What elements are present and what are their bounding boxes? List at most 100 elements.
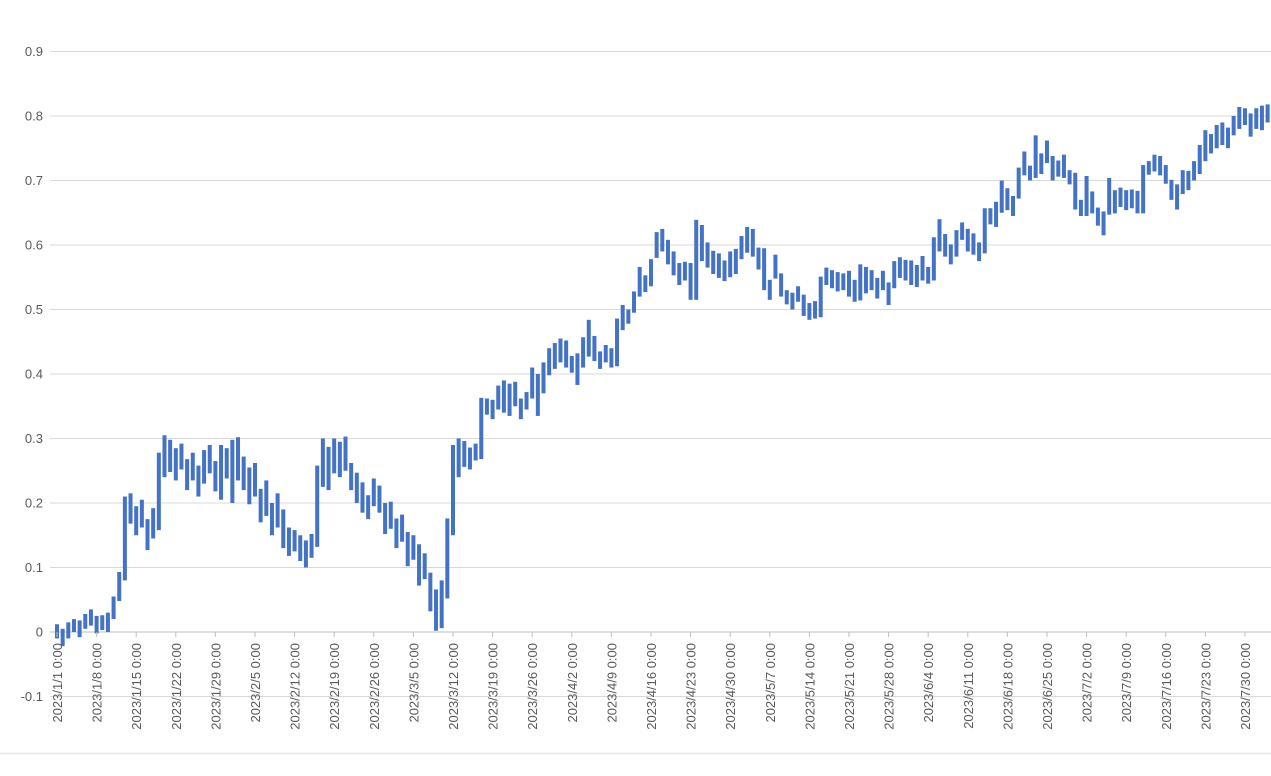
range-bar [965, 228, 970, 252]
range-bar [134, 506, 139, 536]
x-axis-tick-label: 2023/5/28 0:00 [882, 643, 897, 730]
range-bar [298, 535, 303, 562]
y-axis-tick-label: 0.4 [25, 367, 43, 382]
range-bar [207, 444, 212, 474]
range-bar [1192, 161, 1197, 181]
range-bar [417, 544, 422, 586]
x-axis-tick-label: 2023/1/22 0:00 [169, 643, 184, 730]
range-bar [767, 279, 772, 300]
range-bar [1254, 108, 1259, 129]
range-bar [100, 615, 105, 631]
range-bar [880, 270, 885, 291]
range-bar [869, 270, 874, 291]
range-bar [909, 260, 914, 285]
x-axis-tick-label: 2023/4/9 0:00 [604, 643, 619, 723]
range-bar [366, 495, 371, 520]
range-bar [230, 439, 235, 503]
x-axis-tick-label: 2023/4/16 0:00 [644, 643, 659, 730]
range-bar [773, 254, 778, 279]
gridlines [50, 51, 1271, 697]
range-bar [258, 488, 263, 523]
range-bar [253, 463, 257, 497]
range-bar [846, 270, 851, 297]
range-bar [524, 392, 529, 410]
range-bar [309, 533, 314, 558]
x-axis-tick-label: 2023/7/23 0:00 [1198, 643, 1213, 730]
range-bar [937, 219, 942, 252]
range-bar [733, 248, 738, 275]
x-axis-tick-label: 2023/1/8 0:00 [90, 643, 105, 723]
x-axis-tick-label: 2023/4/2 0:00 [565, 643, 580, 723]
range-bar [320, 438, 325, 487]
range-bar [994, 201, 999, 227]
range-bar [507, 383, 512, 416]
range-bar [530, 367, 535, 399]
x-axis-tick-label: 2023/2/19 0:00 [327, 643, 342, 730]
range-bar [722, 260, 727, 282]
range-bar [213, 461, 218, 492]
x-axis-tick-label: 2023/7/9 0:00 [1119, 643, 1134, 723]
range-bar [699, 225, 704, 262]
range-bar [1124, 190, 1129, 211]
range-bar [315, 465, 320, 547]
range-bar [1265, 104, 1270, 123]
range-bar [609, 348, 614, 368]
range-bar [807, 303, 812, 320]
range-bar [117, 572, 122, 602]
range-bar [1209, 134, 1214, 154]
range-bar [450, 444, 455, 536]
x-axis-tick-label: 2023/2/12 0:00 [288, 643, 303, 730]
range-bar [943, 234, 948, 257]
range-bar [1033, 135, 1038, 178]
range-bar [863, 266, 868, 294]
range-bar [473, 443, 478, 461]
range-bar [1078, 199, 1083, 216]
range-bar [1186, 170, 1191, 191]
x-axis-tick-label: 2023/1/15 0:00 [129, 643, 144, 730]
x-axis-tick-label: 2023/5/14 0:00 [802, 643, 817, 730]
range-bar [1118, 187, 1123, 207]
range-bar [931, 237, 936, 281]
range-bar [1158, 155, 1163, 176]
range-bar [1135, 190, 1140, 214]
range-bar [637, 266, 642, 297]
range-bar [564, 340, 569, 368]
range-bar [168, 439, 173, 473]
range-bar [592, 335, 597, 362]
range-bar [801, 294, 806, 316]
range-bar [1248, 113, 1253, 137]
range-bar [190, 452, 195, 481]
range-bar [903, 259, 908, 281]
range-bar [360, 482, 365, 513]
range-bar [128, 493, 133, 524]
range-bar [1141, 165, 1146, 214]
range-bar [569, 355, 574, 373]
range-bar [332, 438, 337, 474]
range-bar [739, 235, 744, 260]
range-bar [156, 452, 161, 531]
range-bar [434, 589, 439, 631]
x-axis-tick-label: 2023/3/19 0:00 [486, 643, 501, 730]
range-bar [1067, 170, 1072, 185]
range-bar [354, 472, 359, 503]
range-bar [654, 232, 659, 258]
range-bar [224, 448, 229, 479]
range-bar [677, 263, 682, 285]
range-bar [841, 273, 846, 291]
x-axis-tick-label: 2023/6/18 0:00 [1000, 643, 1015, 730]
range-bar [665, 239, 670, 265]
range-bar [173, 448, 178, 481]
range-bar [620, 304, 625, 331]
range-bar [547, 348, 552, 376]
x-axis-tick-label: 2023/7/16 0:00 [1159, 643, 1174, 730]
x-axis-tick-label: 2023/2/26 0:00 [367, 643, 382, 730]
range-bar [914, 265, 919, 287]
range-bar [179, 443, 184, 470]
range-bar [1220, 122, 1225, 146]
range-bar [343, 436, 348, 471]
range-bar [1061, 154, 1066, 178]
range-bar [196, 465, 201, 497]
range-bar [1146, 161, 1151, 175]
y-axis-tick-label: -0.1 [21, 689, 43, 704]
